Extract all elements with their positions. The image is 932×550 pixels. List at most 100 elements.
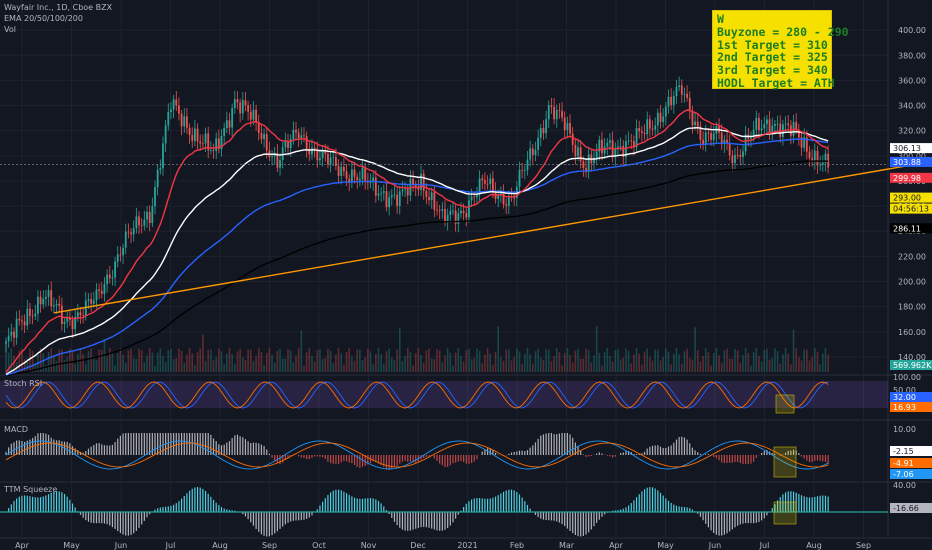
candle-body <box>247 105 250 112</box>
macd-hist-bar <box>787 450 789 455</box>
ttm-hist-bar <box>415 512 417 529</box>
volume-bar <box>114 365 116 372</box>
volume-bar <box>180 350 183 372</box>
ttm-hist-bar <box>327 494 329 512</box>
ttm-hist-bar <box>186 493 188 512</box>
symbol-title: Wayfair Inc., 1D, Cboe BZX <box>4 3 113 12</box>
macd-hist-bar <box>508 453 510 455</box>
candle-body <box>505 204 508 206</box>
candle-body <box>454 210 457 224</box>
macd-hist-bar <box>399 455 401 464</box>
macd-hist-bar <box>319 455 321 457</box>
macd-hist-bar <box>77 450 79 455</box>
ttm-hist-bar <box>761 512 763 521</box>
volume-bar <box>784 348 787 372</box>
candle-body <box>327 153 329 165</box>
macd-hist-bar <box>10 443 12 455</box>
ttm-hist-bar <box>713 512 715 533</box>
volume-bar <box>760 361 763 372</box>
ttm-hist-bar <box>633 500 635 512</box>
ttm-hist-bar <box>803 496 805 512</box>
price-tick-320: 320.00 <box>898 127 926 136</box>
price-tick-160: 160.00 <box>898 328 926 337</box>
candle-body <box>340 166 343 176</box>
volume-bar <box>332 363 335 372</box>
volume-bar <box>116 353 119 372</box>
candle-body <box>630 140 633 142</box>
volume-bar <box>10 348 13 372</box>
ttm-hist-bar <box>348 494 350 512</box>
candle-body <box>364 167 367 181</box>
macd-hist-bar <box>183 433 185 455</box>
volume-bar <box>806 349 808 372</box>
ttm-hist-bar <box>598 512 600 520</box>
macd-hist-bar <box>335 455 337 464</box>
macd-hist-bar <box>686 439 688 455</box>
macd-hist-bar <box>188 433 191 455</box>
ttm-hist-bar <box>13 501 15 512</box>
ttm-hist-bar <box>165 506 167 512</box>
volume-bar <box>478 350 481 372</box>
ttm-hist-bar <box>29 496 31 512</box>
volume-bar <box>85 363 87 372</box>
macd-hist-bar <box>212 438 215 455</box>
candle-body <box>239 102 242 114</box>
indicator-value-7: -7.06 <box>893 470 914 479</box>
candle-body <box>776 123 779 125</box>
ttm-hist-bar <box>697 512 699 514</box>
ttm-hist-bar <box>298 512 300 521</box>
volume-bar <box>164 361 167 372</box>
volume-bar <box>375 353 377 372</box>
macd-hist-bar <box>266 449 268 455</box>
candle-body <box>138 216 140 226</box>
ttm-hist-bar <box>614 510 616 512</box>
indicator-value-0: 100.00 <box>893 373 921 382</box>
macd-hist-bar <box>729 455 731 463</box>
stoch-k-line <box>5 381 829 409</box>
time-tick-2: Jun <box>114 541 128 550</box>
macd-hist-bar <box>247 441 249 455</box>
ttm-hist-bar <box>34 497 36 512</box>
volume-legend: Vol <box>4 25 16 34</box>
macd-hist-bar <box>16 440 18 455</box>
macd-hist-bar <box>721 455 723 463</box>
volume-bar <box>441 362 444 372</box>
volume-bar <box>34 363 37 372</box>
ttm-hist-bar <box>141 512 143 525</box>
candle-body <box>10 331 13 336</box>
candle-body <box>465 213 468 218</box>
macd-hist-bar <box>210 434 212 455</box>
macd-hist-bar <box>580 450 582 455</box>
volume-bar <box>731 358 734 372</box>
macd-hist-bar <box>103 445 106 455</box>
macd-hist-bar <box>133 433 135 455</box>
ttm-hist-bar <box>207 493 209 512</box>
ttm-hist-bar <box>537 512 539 518</box>
ttm-hist-bar <box>364 498 366 512</box>
macd-hist-bar <box>279 455 281 465</box>
ttm-hist-bar <box>183 495 185 512</box>
volume-bar <box>425 350 428 372</box>
candle-body <box>436 209 438 211</box>
macd-hist-bar <box>55 440 58 455</box>
macd-hist-bar <box>332 455 334 464</box>
macd-hist-bar <box>657 445 659 455</box>
volume-bar <box>380 354 382 372</box>
candle-body <box>478 178 481 196</box>
macd-hist-bar <box>356 455 358 467</box>
candle-body <box>15 318 18 338</box>
volume-bar <box>508 349 510 372</box>
volume-bar <box>816 351 819 372</box>
volume-bar <box>295 355 297 372</box>
macd-hist-bar <box>141 433 143 455</box>
macd-hist-bar <box>143 433 145 455</box>
candle-body <box>396 194 399 207</box>
ttm-hist-bar <box>811 497 813 512</box>
macd-hist-bar <box>242 437 244 455</box>
macd-hist-bar <box>494 452 497 455</box>
ttm-hist-bar <box>79 512 82 515</box>
ttm-hist-bar <box>356 498 358 512</box>
volume-bar <box>414 353 417 372</box>
candle-body <box>710 133 712 140</box>
